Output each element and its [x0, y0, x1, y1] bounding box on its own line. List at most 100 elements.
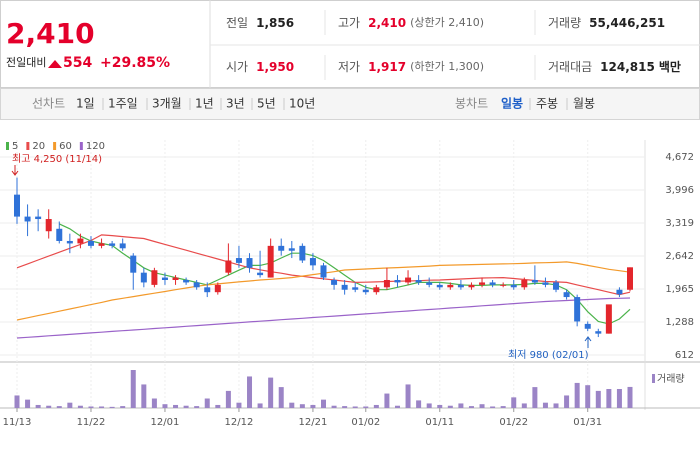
candle-body	[352, 287, 359, 290]
volume-bar	[532, 387, 538, 408]
candle-body	[151, 270, 158, 285]
candle-body	[278, 245, 285, 251]
volume-bar	[331, 405, 337, 408]
volume-bar	[500, 406, 506, 408]
period-tab[interactable]: 3년	[226, 97, 245, 111]
volume-bar	[257, 403, 263, 408]
candle-body	[77, 238, 84, 244]
volume-bar	[468, 406, 474, 408]
candle-tab[interactable]: 주봉	[536, 97, 558, 111]
volume-bar	[363, 406, 369, 408]
period-tab[interactable]: 1년	[195, 97, 214, 111]
legend-label: 120	[86, 141, 105, 152]
candle-body	[605, 304, 612, 334]
volume-bar	[46, 405, 52, 408]
volume-legend: 거래량	[657, 373, 685, 385]
candle-body	[45, 219, 52, 232]
candle-body	[161, 277, 168, 280]
x-tick-label: 12/01	[151, 417, 180, 428]
y-tick-label: 4,672	[665, 152, 694, 163]
candle-body	[616, 289, 623, 295]
candle-body	[436, 284, 443, 288]
legend-swatch	[26, 142, 30, 150]
candle-body	[56, 228, 63, 241]
volume-bar	[183, 405, 189, 408]
x-tick-label: 01/22	[499, 417, 528, 428]
candle-body	[119, 243, 126, 249]
volume-bar	[225, 390, 231, 408]
candle-body	[595, 331, 602, 334]
x-tick-label: 01/02	[351, 417, 380, 428]
volume-bar	[215, 404, 221, 408]
volume-bar	[236, 402, 242, 408]
candle-body	[235, 258, 242, 263]
candle-body	[415, 279, 422, 283]
volume-bar	[373, 404, 379, 408]
volume-bar	[416, 400, 422, 408]
change-rate: +29.85%	[100, 55, 170, 71]
period-tab[interactable]: 1일	[76, 97, 95, 111]
candle-body	[331, 279, 338, 285]
volume-bar	[109, 406, 115, 408]
legend-swatch	[652, 374, 655, 383]
candle-body	[383, 279, 390, 288]
volume-bar	[247, 376, 253, 408]
period-tab[interactable]: 1주일	[108, 97, 138, 111]
candle-body	[584, 323, 591, 329]
y-tick-label: 1,965	[665, 284, 694, 295]
up-arrow	[48, 60, 62, 68]
candle-body	[542, 282, 549, 285]
volume-bar	[574, 382, 580, 408]
quote-item: 고가 2,410 (상한가 2,410)	[338, 16, 484, 30]
candle-body	[468, 284, 475, 288]
volume-bar	[173, 404, 179, 408]
candle-body	[214, 284, 221, 293]
annotation-arrow	[11, 165, 19, 176]
volume-bar	[278, 387, 284, 408]
period-tab[interactable]: 3개월	[152, 97, 182, 111]
volume-bar	[521, 403, 527, 408]
volume-bar	[35, 404, 41, 408]
legend-swatch	[53, 142, 57, 150]
volume-bar	[151, 398, 157, 408]
legend-swatch	[6, 142, 9, 150]
candle-tab[interactable]: 월봉	[573, 97, 595, 111]
candle-body	[394, 279, 401, 283]
legend-label: 60	[59, 141, 72, 152]
volume-bar	[490, 406, 496, 408]
moving-average-line	[16, 297, 631, 339]
quote-item: 저가 1,917 (하한가 1,300)	[338, 59, 484, 74]
period-tab[interactable]: 5년	[257, 97, 276, 111]
candle-body	[563, 292, 570, 298]
volume-bar	[627, 386, 633, 408]
quote-item: 거래량 55,446,251	[548, 16, 665, 30]
volume-bar	[141, 384, 147, 408]
tab-bar	[0, 88, 700, 120]
volume-bar	[352, 406, 358, 408]
candle-body	[24, 216, 31, 222]
candle-body	[489, 282, 496, 285]
change-label: 전일대비	[6, 55, 46, 69]
candle-body	[109, 243, 116, 246]
volume-bar	[585, 385, 591, 408]
volume-bar	[394, 405, 400, 408]
candle-tab[interactable]: 일봉	[501, 97, 523, 111]
candle-body	[288, 248, 295, 251]
candle-body	[426, 282, 433, 285]
quote-item: 전일 1,856	[226, 16, 294, 30]
volume-bar	[564, 395, 570, 408]
volume-bar	[437, 404, 443, 408]
y-tick-label: 1,288	[665, 317, 694, 328]
volume-bar	[162, 404, 168, 408]
period-tab[interactable]: 10년	[289, 97, 315, 111]
x-tick-label: 11/22	[77, 417, 106, 428]
volume-bar	[88, 406, 94, 408]
volume-bar	[542, 402, 548, 408]
volume-bar	[405, 384, 411, 408]
volume-bar	[14, 395, 20, 408]
volume-bar	[289, 402, 295, 408]
current-price: 2,410	[6, 17, 95, 50]
volume-bar	[268, 377, 274, 408]
legend-label: 20	[32, 141, 45, 152]
candle-body	[267, 245, 274, 278]
